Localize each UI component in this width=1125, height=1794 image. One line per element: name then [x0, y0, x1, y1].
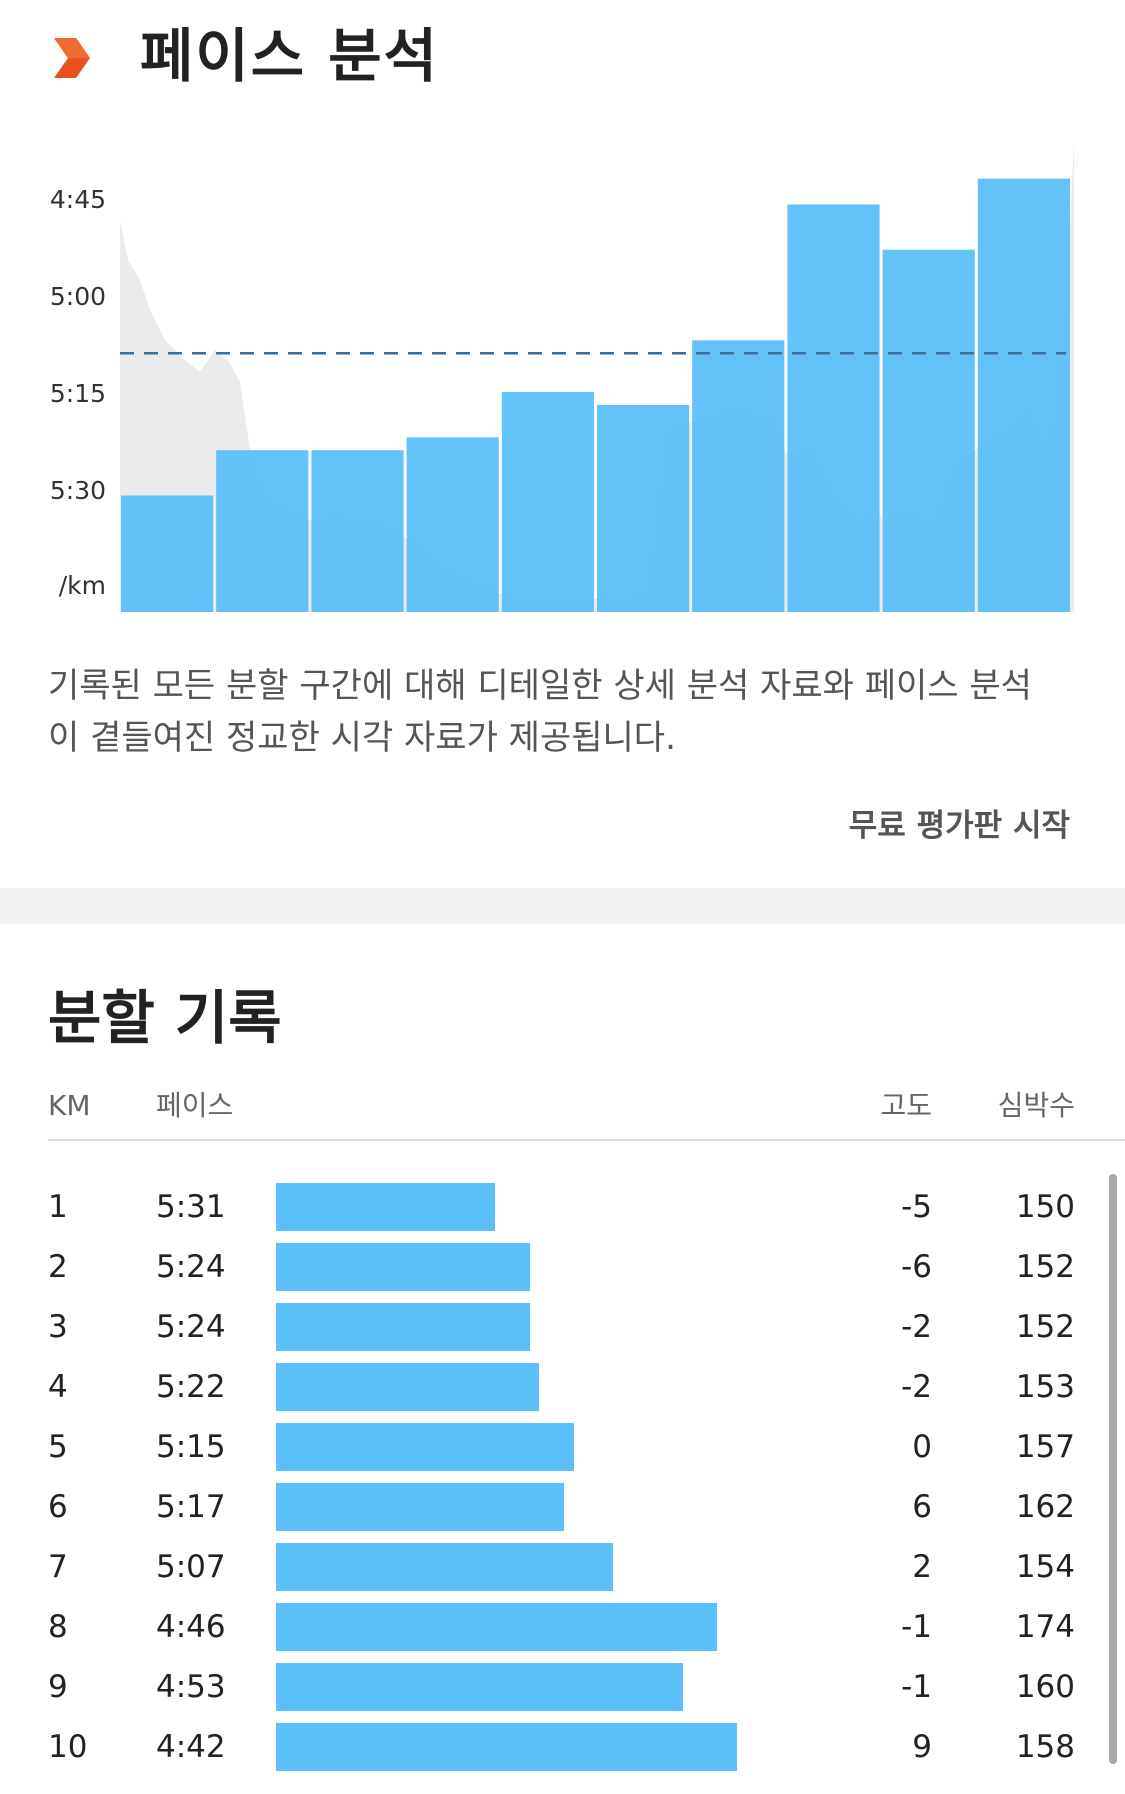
split-pace-bar: [276, 1363, 539, 1411]
split-km: 6: [48, 1489, 68, 1525]
split-heart-rate: 152: [1015, 1309, 1075, 1345]
split-pace: 5:15: [156, 1429, 226, 1465]
section-divider: [0, 888, 1125, 924]
column-header-heart-rate: 심박수: [997, 1089, 1075, 1122]
column-header-km: KM: [48, 1089, 91, 1122]
chart-bar: [121, 495, 214, 612]
split-pace: 5:24: [156, 1309, 226, 1345]
pace-description: 기록된 모든 분할 구간에 대해 디테일한 상세 분석 자료와 페이스 분석이 …: [48, 666, 1032, 758]
split-elevation: -1: [901, 1669, 932, 1705]
split-elevation: -2: [901, 1309, 932, 1345]
page-title: 페이스 분석: [140, 22, 439, 90]
split-row: 4 5:22 -2 153: [0, 1357, 1125, 1417]
split-row: 10 4:42 9 158: [0, 1717, 1125, 1777]
split-heart-rate: 153: [1015, 1369, 1075, 1405]
split-pace-bar: [276, 1543, 613, 1591]
split-pace: 4:46: [156, 1609, 226, 1645]
split-heart-rate: 152: [1015, 1249, 1075, 1285]
chart-bar: [977, 178, 1070, 612]
column-header-elevation: 고도: [880, 1089, 932, 1122]
splits-section: 분할 기록 KM 페이스 고도 심박수 1 5:31 -5 150 2 5:24 -6 152…: [0, 924, 1125, 1794]
split-pace-bar: [276, 1483, 564, 1531]
split-km: 2: [48, 1249, 68, 1285]
split-pace-bar: [276, 1723, 737, 1771]
split-pace-bar: [276, 1303, 530, 1351]
free-trial-link[interactable]: 무료 평가판 시작: [848, 808, 1070, 844]
split-pace: 5:24: [156, 1249, 226, 1285]
header-divider: [48, 1139, 1125, 1141]
split-heart-rate: 150: [1015, 1189, 1075, 1225]
splits-title: 분할 기록: [48, 984, 282, 1052]
split-heart-rate: 154: [1015, 1549, 1075, 1585]
chart-y-tick-label: 4:45: [50, 185, 106, 214]
split-elevation: 9: [912, 1729, 932, 1765]
chart-y-tick-label: 5:15: [50, 379, 106, 408]
split-row: 2 5:24 -6 152: [0, 1237, 1125, 1297]
split-elevation: 2: [912, 1549, 932, 1585]
pace-analysis-section: 페이스 분석 4:45 5:00 5:15 5:30/km 기록된 모든 분할 구간에…: [0, 0, 1125, 888]
chart-y-ticks: 4:45 5:00 5:15 5:30/km: [50, 185, 106, 600]
split-km: 7: [48, 1549, 68, 1585]
chart-bar: [406, 437, 499, 612]
chart-bar: [216, 450, 309, 612]
split-heart-rate: 158: [1015, 1729, 1075, 1765]
split-elevation: -5: [901, 1189, 932, 1225]
chart-bar: [692, 340, 785, 612]
split-row: 9 4:53 -1 160: [0, 1657, 1125, 1717]
chart-y-unit-label: /km: [59, 571, 106, 600]
split-row: 8 4:46 -1 174: [0, 1597, 1125, 1657]
split-row: 7 5:07 2 154: [0, 1537, 1125, 1597]
split-elevation: -6: [901, 1249, 932, 1285]
split-pace-bar: [276, 1423, 574, 1471]
chart-bars: [121, 178, 1070, 612]
splits-table-header: KM 페이스 고도 심박수: [0, 1082, 1125, 1142]
scrollbar[interactable]: [1109, 1174, 1117, 1764]
split-heart-rate: 157: [1015, 1429, 1075, 1465]
chart-bar: [882, 249, 975, 612]
split-heart-rate: 174: [1015, 1609, 1075, 1645]
chevron-right-icon: [54, 38, 90, 78]
split-pace: 5:17: [156, 1489, 226, 1525]
chart-bar: [787, 204, 880, 612]
split-pace: 4:53: [156, 1669, 226, 1705]
chart-bar: [311, 450, 404, 612]
column-header-pace: 페이스: [156, 1089, 234, 1122]
split-pace: 5:31: [156, 1189, 226, 1225]
split-km: 4: [48, 1369, 68, 1405]
split-row: 3 5:24 -2 152: [0, 1297, 1125, 1357]
split-pace-bar: [276, 1243, 530, 1291]
split-pace-bar: [276, 1663, 683, 1711]
split-pace-bar: [276, 1183, 495, 1231]
split-km: 5: [48, 1429, 68, 1465]
split-elevation: 6: [912, 1489, 932, 1525]
split-km: 8: [48, 1609, 68, 1645]
split-row: 1 5:31 -5 150: [0, 1177, 1125, 1237]
split-pace: 5:22: [156, 1369, 226, 1405]
pace-chart: 4:45 5:00 5:15 5:30/km: [50, 140, 1074, 612]
split-km: 3: [48, 1309, 68, 1345]
split-km: 1: [48, 1189, 68, 1225]
split-row: 5 5:15 0 157: [0, 1417, 1125, 1477]
split-heart-rate: 162: [1015, 1489, 1075, 1525]
split-elevation: -1: [901, 1609, 932, 1645]
chart-bar: [597, 404, 690, 612]
split-elevation: 0: [912, 1429, 932, 1465]
chart-y-tick-label: 5:00: [50, 282, 106, 311]
split-pace: 4:42: [156, 1729, 226, 1765]
split-heart-rate: 160: [1015, 1669, 1075, 1705]
split-km: 10: [48, 1729, 88, 1765]
chart-y-tick-label: 5:30: [50, 476, 106, 505]
split-pace-bar: [276, 1603, 717, 1651]
chart-bar: [501, 392, 594, 612]
split-pace: 5:07: [156, 1549, 226, 1585]
split-elevation: -2: [901, 1369, 932, 1405]
split-row: 6 5:17 6 162: [0, 1477, 1125, 1537]
split-km: 9: [48, 1669, 68, 1705]
